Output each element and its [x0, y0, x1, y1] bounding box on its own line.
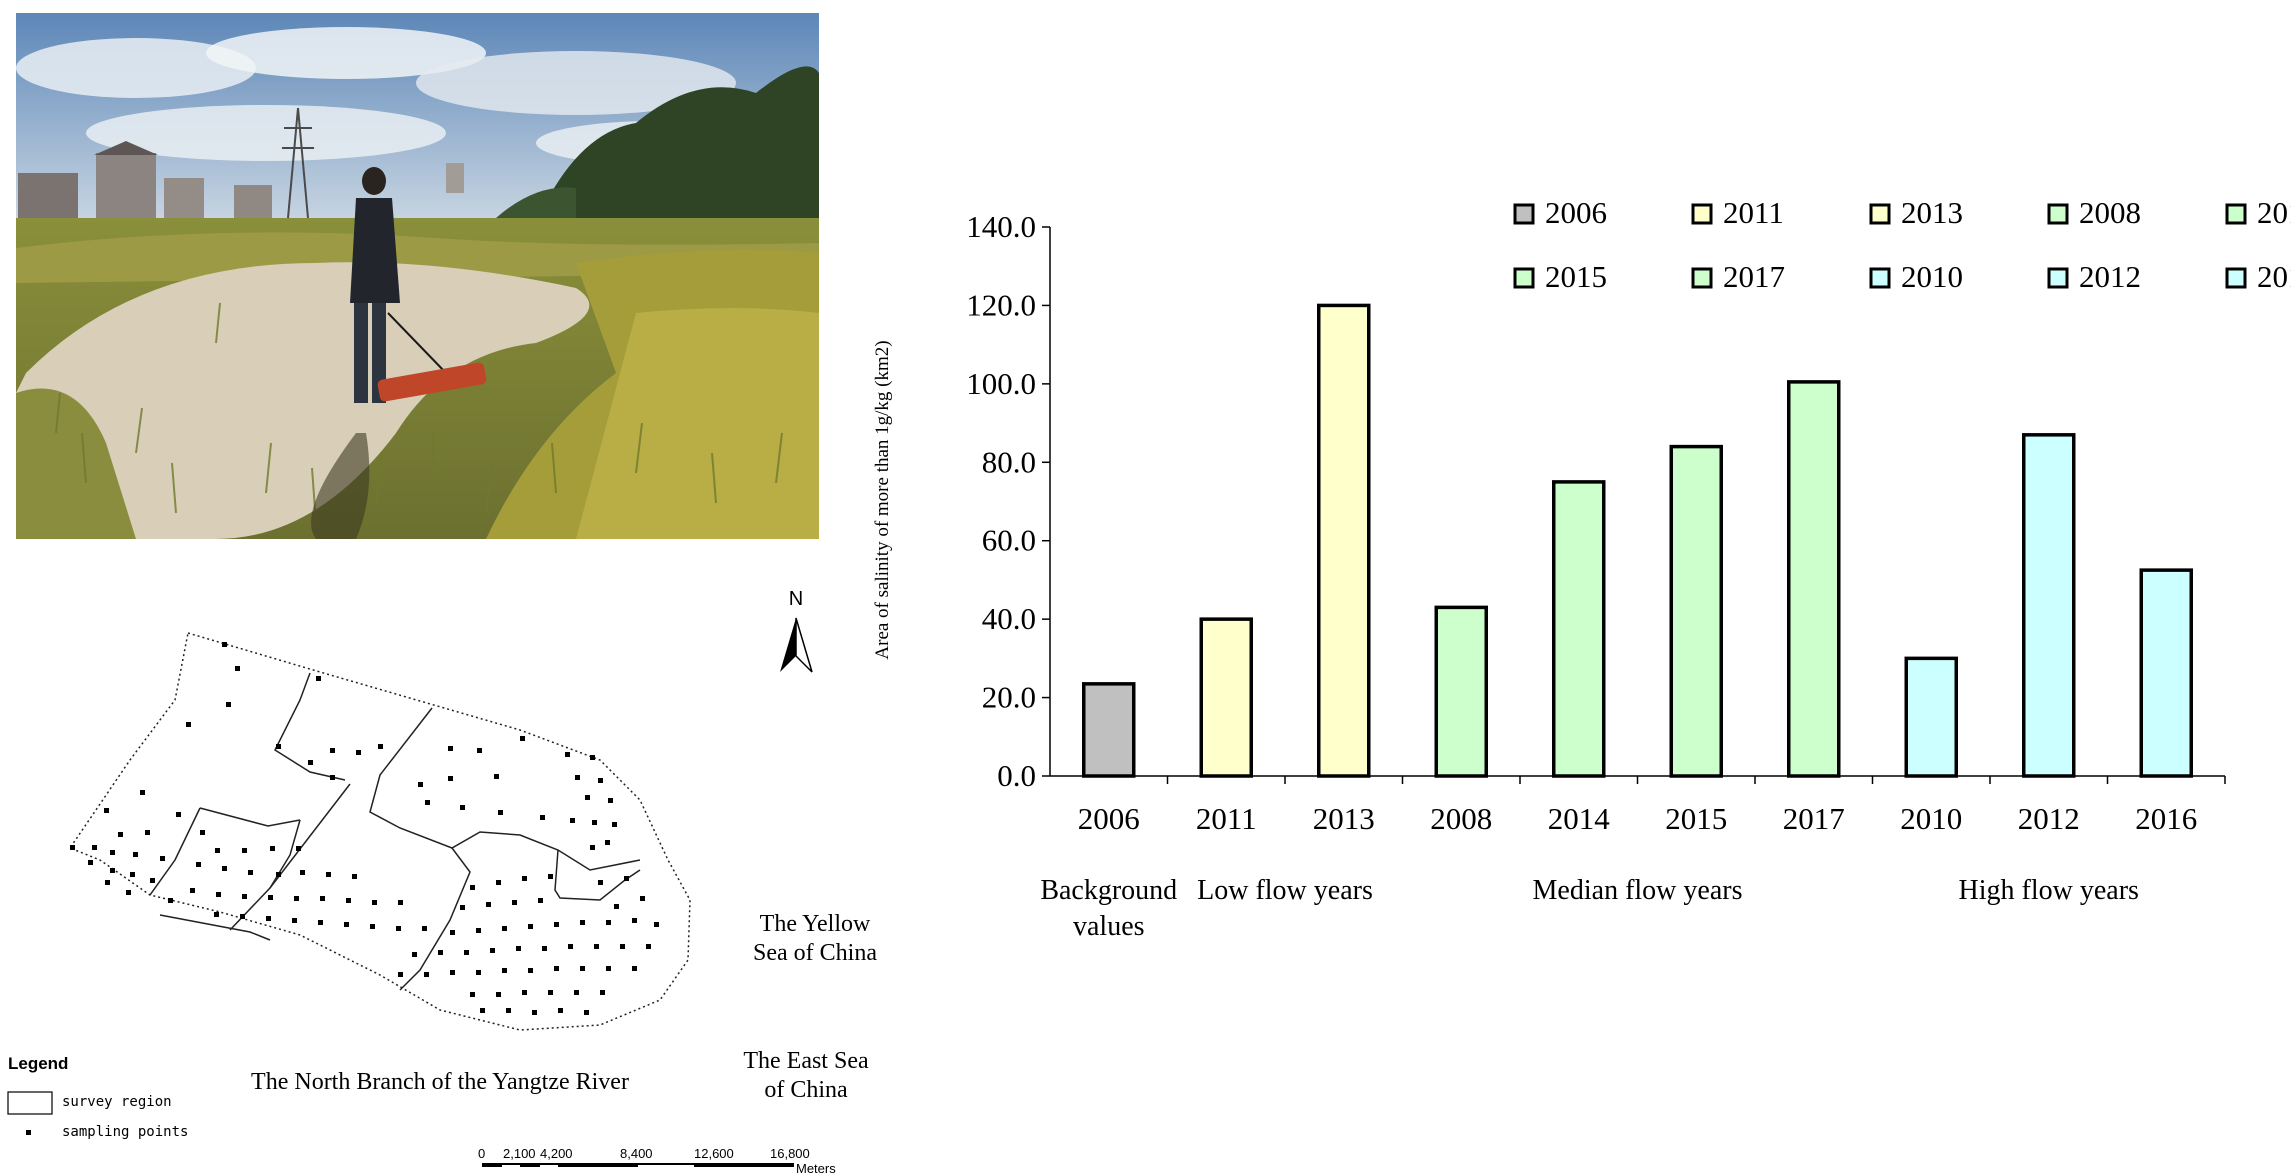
y-tick-label: 0.0 — [997, 758, 1036, 793]
legend-survey-region-symbol — [7, 1091, 53, 1115]
legend-label: 2016 — [2257, 259, 2291, 294]
y-tick-label: 140.0 — [966, 209, 1036, 244]
group-label: Median flow years — [1533, 875, 1743, 906]
x-tick-label: 2016 — [2135, 801, 2197, 836]
x-tick-label: 2012 — [2018, 801, 2080, 836]
legend-label: 2006 — [1545, 195, 1607, 230]
y-axis-title: Area of salinity of more than 1g/kg (km2… — [872, 340, 893, 659]
scale-tick-5: 16,800 — [770, 1146, 810, 1161]
bar-2015 — [1669, 444, 1723, 778]
y-tick-label: 40.0 — [982, 601, 1036, 636]
yellow-sea-label-line2: Sea of China — [753, 940, 877, 966]
bar-2013 — [1317, 303, 1371, 778]
scale-tick-0: 0 — [478, 1146, 486, 1161]
legend-label: 2010 — [1901, 259, 1963, 294]
bar-2012 — [2022, 433, 2076, 778]
legend-sampling-point-symbol — [26, 1130, 31, 1135]
north-label: N — [788, 588, 804, 610]
legend-swatch-2016 — [2225, 267, 2247, 289]
bar-2016 — [2139, 568, 2193, 778]
field-photo — [16, 13, 819, 539]
scale-tick-3: 8,400 — [620, 1146, 653, 1161]
sampling-points — [70, 642, 659, 1015]
east-sea-label: The East Sea of China — [726, 1047, 886, 1105]
map-legend-title: Legend — [8, 1054, 69, 1073]
bar-2010 — [1904, 656, 1958, 778]
salinity-area-bar-chart: 0.0 20.0 40.0 60.0 80.0 100.0 120.0 140.0 Area o… — [872, 195, 2291, 940]
legend-label: 2014 — [2257, 195, 2291, 230]
legend-label: 2013 — [1901, 195, 1963, 230]
legend-swatch-2010 — [1869, 267, 1891, 289]
legend-swatch-2008 — [2047, 203, 2069, 225]
x-tick-label: 2010 — [1900, 801, 1962, 836]
legend-swatch-2014 — [2225, 203, 2247, 225]
region-boundaries — [149, 672, 641, 991]
north-arrow-icon — [780, 617, 813, 673]
group-label: High flow years — [1959, 875, 2139, 906]
legend-swatch-2006 — [1513, 203, 1535, 225]
legend-label: 2011 — [1723, 195, 1784, 230]
x-tick-label: 2017 — [1783, 801, 1845, 836]
x-tick-label: 2008 — [1430, 801, 1492, 836]
x-tick-label: 2011 — [1196, 801, 1257, 836]
legend-label-survey-region: survey region — [62, 1094, 172, 1110]
legend-swatch-2013 — [1869, 203, 1891, 225]
legend-label: 2008 — [2079, 195, 2141, 230]
y-tick-label: 120.0 — [966, 287, 1036, 322]
bar-2014 — [1552, 480, 1606, 778]
group-label: Background — [1040, 875, 1177, 906]
bar-2006 — [1082, 682, 1136, 778]
y-tick-label: 100.0 — [966, 366, 1036, 401]
x-tick-label: 2014 — [1548, 801, 1611, 836]
scale-unit: Meters — [796, 1161, 836, 1176]
y-tick-label: 20.0 — [982, 680, 1036, 715]
river-label: The North Branch of the Yangtze River — [251, 1069, 629, 1095]
east-sea-label-line2: of China — [764, 1077, 848, 1103]
east-sea-label-line1: The East Sea — [743, 1048, 869, 1074]
legend-label: 2017 — [1723, 259, 1785, 294]
yellow-sea-label-line1: The Yellow — [759, 911, 871, 937]
y-tick-label: 80.0 — [982, 444, 1036, 479]
legend-label: 2015 — [1545, 259, 1607, 294]
bar-2008 — [1434, 605, 1488, 778]
legend-swatch-2011 — [1691, 203, 1713, 225]
legend-swatch-2017 — [1691, 267, 1713, 289]
bar-2011 — [1199, 617, 1253, 778]
legend-label: 2012 — [2079, 259, 2141, 294]
group-label: Low flow years — [1197, 875, 1373, 906]
bar-2017 — [1787, 380, 1841, 778]
scale-tick-4: 12,600 — [694, 1146, 734, 1161]
legend-swatch-2015 — [1513, 267, 1535, 289]
scale-tick-1: 2,100 — [503, 1146, 536, 1161]
group-label: values — [1073, 911, 1145, 940]
x-tick-label: 2013 — [1313, 801, 1375, 836]
x-tick-label: 2006 — [1078, 801, 1140, 836]
survey-region-outline — [68, 632, 691, 1031]
study-area-map — [7, 617, 813, 1167]
scale-tick-2: 4,200 — [540, 1146, 573, 1161]
legend-swatch-2012 — [2047, 267, 2069, 289]
x-tick-label: 2015 — [1665, 801, 1727, 836]
y-tick-label: 60.0 — [982, 523, 1036, 558]
legend-label-sampling-points: sampling points — [62, 1124, 189, 1140]
yellow-sea-label: The Yellow Sea of China — [740, 910, 890, 968]
scale-bar — [482, 1163, 794, 1167]
